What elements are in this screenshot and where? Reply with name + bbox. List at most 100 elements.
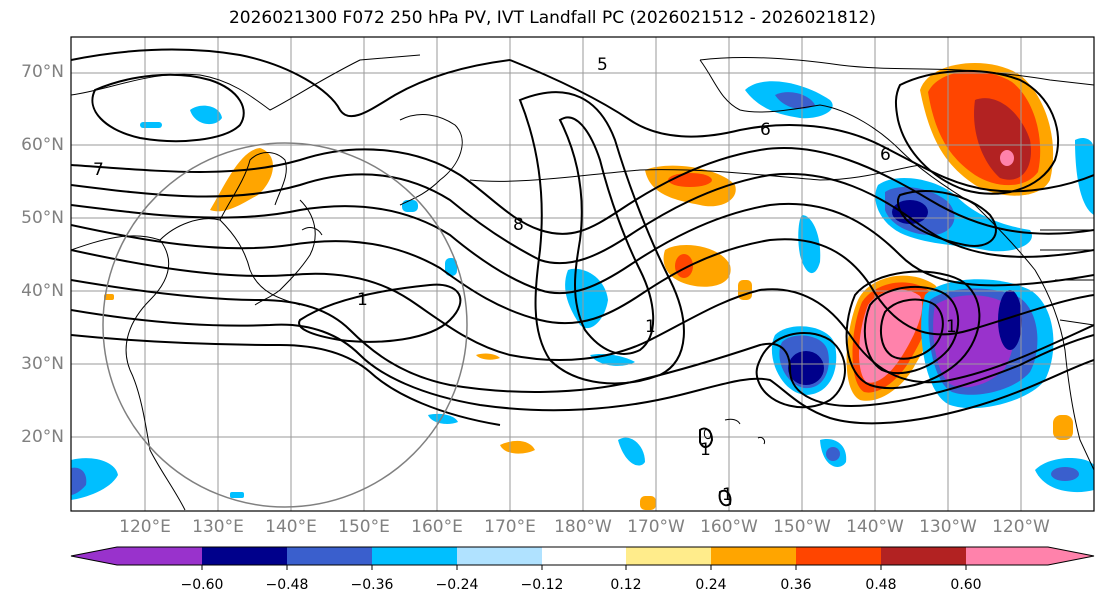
colorbar-segment <box>542 547 626 565</box>
lat-label: 30°N <box>21 354 64 374</box>
shade-tiny-cold2 <box>402 200 418 212</box>
contour-label: 1 <box>722 485 733 505</box>
contour-hawaii1 <box>699 427 714 448</box>
colorbar-tick-label: 0.60 <box>950 577 982 593</box>
colorbar-outline <box>70 546 1095 566</box>
coast-alaska <box>699 57 1094 471</box>
colorbar-segment <box>711 547 796 565</box>
shade-tiny-cold <box>140 122 162 128</box>
lon-label: 150°W <box>773 517 831 537</box>
shade-small-cold2 <box>618 437 645 466</box>
lat-label: 40°N <box>21 281 64 301</box>
colorbar-tick-label: 0.36 <box>780 577 812 593</box>
lon-label: 140°E <box>265 517 317 537</box>
lon-label: 120°W <box>992 517 1050 537</box>
colorbar-segment <box>966 547 1048 565</box>
coast-kamchatka <box>399 114 463 206</box>
shade-tiny-warm <box>104 294 114 300</box>
colorbar-segment <box>372 547 457 565</box>
colorbar-segment <box>457 547 542 565</box>
contour-label: 6 <box>760 120 771 140</box>
lon-label: 180°W <box>554 517 612 537</box>
coast-north-america-interior <box>1040 229 1094 326</box>
contour-1 <box>71 147 1094 235</box>
lon-label: 130°W <box>919 517 977 537</box>
coast-japan <box>254 199 323 306</box>
shade-baja-cold-core <box>1051 467 1079 481</box>
colorbar-tick-label: 0.24 <box>695 577 727 593</box>
colorbar-segment <box>626 547 711 565</box>
colorbar-segment <box>796 547 881 565</box>
lon-label: 140°W <box>846 517 904 537</box>
lon-label: 150°E <box>338 517 390 537</box>
colorbar-tick-label: −0.24 <box>435 577 479 593</box>
lat-label: 20°N <box>21 427 64 447</box>
shade-kamchatka-cold <box>190 105 222 125</box>
contour-8 <box>71 59 1094 426</box>
contour-west-low1 <box>755 331 846 409</box>
map-frame <box>70 36 1095 512</box>
contour-label: 1 <box>700 440 711 460</box>
colorbar-segment <box>202 547 287 565</box>
colorbar-tick-label: −0.60 <box>180 577 224 593</box>
contour-label: 5 <box>597 55 608 75</box>
shade-central-cold <box>798 215 821 274</box>
colorbar-segment <box>881 547 966 565</box>
lon-label: 120°E <box>119 517 171 537</box>
contour-label: 1 <box>645 317 656 337</box>
contour-cutoff2 <box>863 285 960 375</box>
contour-label: 1 <box>946 317 957 337</box>
contour-label: 7 <box>93 160 104 180</box>
shade-mexico-warm <box>1053 415 1073 440</box>
coast-aleutians <box>469 164 921 182</box>
contour-9 <box>71 48 511 118</box>
shade-subtrop-warm <box>500 440 535 454</box>
contour-6 <box>71 279 1094 407</box>
lat-label: 50°N <box>21 208 64 228</box>
shade-cold-west-core <box>788 351 824 385</box>
contour-gulf <box>896 190 997 247</box>
colorbar-segment <box>117 547 202 565</box>
shade-alaska-core <box>974 98 1031 180</box>
colorbar-left-extension <box>71 547 117 565</box>
lon-label: 160°W <box>700 517 758 537</box>
colorbar-tick-label: −0.12 <box>520 577 564 593</box>
shade-alaska-peak <box>1000 150 1014 166</box>
contour-label: 1 <box>357 290 368 310</box>
map-area: 7 5 6 1 8 6 1 1 1 1 <box>71 37 1094 511</box>
shade-sw-cold <box>71 458 118 500</box>
map-title: 2026021300 F072 250 hPa PV, IVT Landfall… <box>228 8 876 28</box>
shade-tiny-cold4 <box>230 492 244 498</box>
lon-label: 170°W <box>627 517 685 537</box>
shade-subtrop-warm2 <box>640 496 656 510</box>
contour-cutoff1 <box>845 270 981 390</box>
contour-trough2 <box>518 91 685 385</box>
colorbar-right-extension <box>1048 547 1094 565</box>
contour-label: 6 <box>880 145 891 165</box>
contour-5 <box>71 249 1094 384</box>
shade-east-cold <box>1075 138 1094 215</box>
lon-label: 160°E <box>411 517 463 537</box>
colorbar <box>70 546 1095 570</box>
colorbar-segment <box>287 547 372 565</box>
coast-asia <box>71 54 421 511</box>
contour-closed1 <box>298 283 462 343</box>
contour-3 <box>71 202 1094 295</box>
contour-siberia <box>91 73 245 143</box>
shade-central-warm1-core <box>668 173 712 187</box>
shade-bering-cold-core <box>775 92 815 109</box>
contour-alaska <box>894 69 1060 195</box>
colorbar-tick-label: −0.36 <box>350 577 394 593</box>
contour-trough1 <box>558 116 655 355</box>
contour-label: 8 <box>513 215 524 235</box>
lat-label: 60°N <box>21 135 64 155</box>
colorbar-tick-label: −0.48 <box>265 577 309 593</box>
shade-cold-east-dark <box>998 290 1022 350</box>
contour-2 <box>71 172 1094 265</box>
contour-labels: 7 5 6 1 8 6 1 1 1 1 <box>93 55 957 505</box>
contour-hawaii2 <box>718 489 732 507</box>
shade-sw-cold-core <box>71 467 87 495</box>
contour-cutoff3 <box>879 298 944 360</box>
shade-tiny-cold3 <box>445 258 457 276</box>
pv-contours <box>71 48 1094 507</box>
